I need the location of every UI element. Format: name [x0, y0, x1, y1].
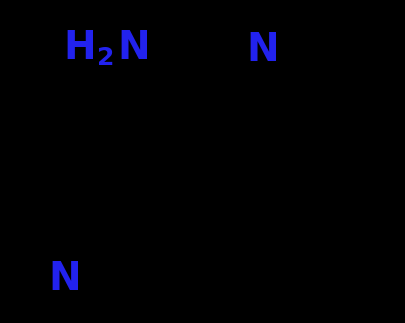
Text: N: N	[48, 260, 81, 298]
Text: 2: 2	[97, 46, 114, 70]
Text: H: H	[63, 29, 96, 68]
Text: N: N	[246, 31, 279, 69]
Text: N: N	[117, 29, 149, 68]
